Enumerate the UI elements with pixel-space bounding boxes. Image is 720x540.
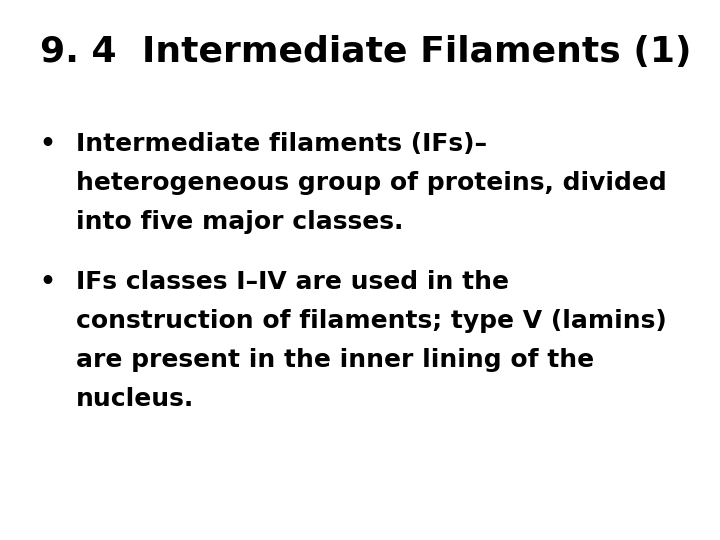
Text: Intermediate filaments (IFs)–: Intermediate filaments (IFs)–	[76, 132, 487, 156]
Text: nucleus.: nucleus.	[76, 387, 194, 410]
Text: •: •	[40, 132, 55, 156]
Text: into five major classes.: into five major classes.	[76, 210, 403, 234]
Text: 9. 4  Intermediate Filaments (1): 9. 4 Intermediate Filaments (1)	[40, 35, 691, 69]
Text: •: •	[40, 270, 55, 294]
Text: are present in the inner lining of the: are present in the inner lining of the	[76, 348, 594, 372]
Text: construction of filaments; type V (lamins): construction of filaments; type V (lamin…	[76, 309, 666, 333]
Text: heterogeneous group of proteins, divided: heterogeneous group of proteins, divided	[76, 171, 666, 195]
Text: IFs classes I–IV are used in the: IFs classes I–IV are used in the	[76, 270, 508, 294]
